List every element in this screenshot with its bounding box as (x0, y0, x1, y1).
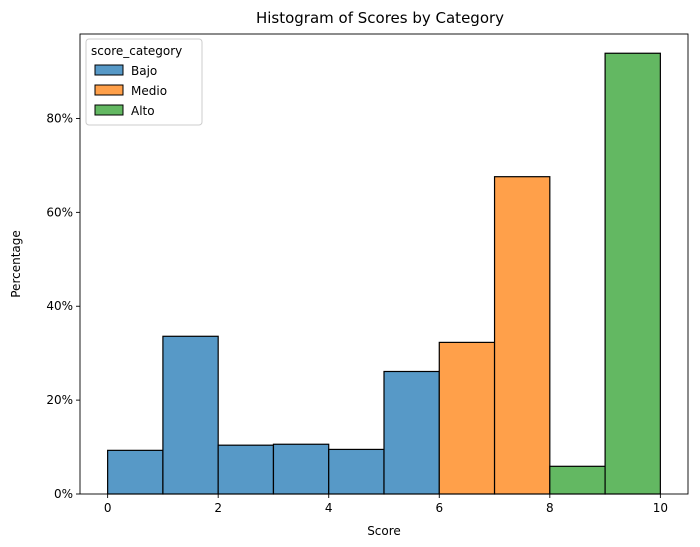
x-tick-label: 4 (325, 501, 333, 515)
bars-layer (107, 52, 661, 495)
legend-swatch-alto (94, 104, 124, 116)
y-tick-label: 40% (46, 299, 73, 313)
y-tick-label: 0% (54, 487, 73, 501)
bar-alto-0 (549, 465, 606, 495)
axes-layer: 0 2 4 6 8 10 0% 20% 40% 60% 80% Score Percentage (9, 33, 689, 538)
x-tick-label: 0 (104, 501, 112, 515)
x-tick-label: 10 (653, 501, 668, 515)
plot-frame (79, 33, 689, 495)
x-tick-label: 6 (435, 501, 443, 515)
x-tick-label: 2 (214, 501, 222, 515)
bar-bajo-3 (272, 443, 330, 495)
bar-bajo-4 (328, 448, 385, 495)
y-axis-label: Percentage (9, 230, 23, 298)
bar-medio-0 (438, 341, 496, 495)
legend-title: score_category (91, 44, 182, 58)
y-tick-label: 80% (46, 111, 73, 125)
y-tick-label: 60% (46, 205, 73, 219)
x-axis-label: Score (367, 524, 401, 538)
bar-bajo-0 (107, 449, 164, 495)
bar-bajo-1 (162, 335, 219, 495)
bar-bajo-2 (217, 444, 275, 495)
x-tick-label: 8 (546, 501, 554, 515)
bar-bajo-5 (383, 370, 440, 495)
y-tick-label: 20% (46, 393, 73, 407)
legend-swatch-bajo (94, 64, 124, 76)
legend-label-bajo: Bajo (131, 64, 157, 78)
legend-box (85, 38, 203, 126)
bar-alto-1 (604, 52, 661, 495)
chart-title: Histogram of Scores by Category (256, 9, 504, 27)
legend-label-alto: Alto (131, 104, 155, 118)
legend-swatch-medio (94, 84, 124, 96)
legend-label-medio: Medio (131, 84, 167, 98)
bar-medio-1 (493, 176, 551, 495)
legend: score_category Bajo Medio Alto (85, 38, 203, 126)
